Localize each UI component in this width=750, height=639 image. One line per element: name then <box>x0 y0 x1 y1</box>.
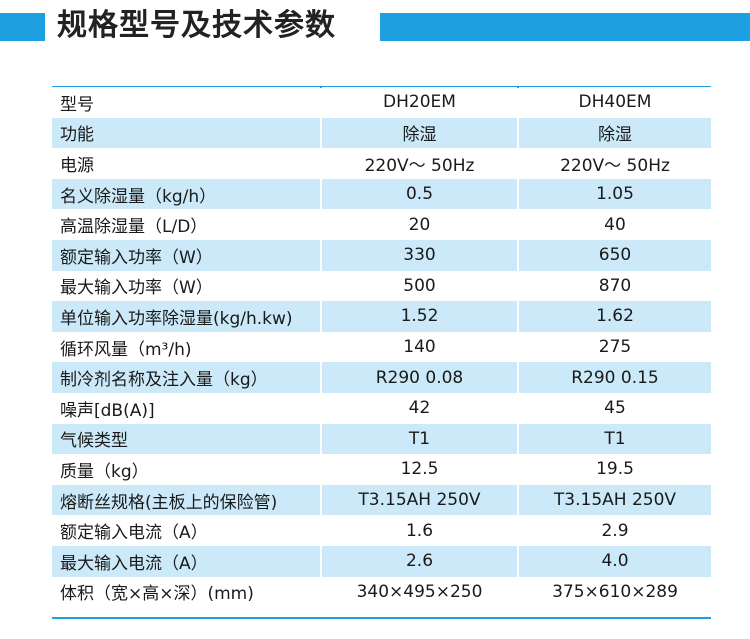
value-dh40em: 220V～ 50Hz <box>519 148 711 179</box>
value-dh40em: 2.9 <box>519 515 711 546</box>
header-accent-bar-left <box>0 13 45 41</box>
table-row: 制冷剂名称及注入量（kg） R290 0.08 R290 0.15 <box>52 362 711 393</box>
value-dh20em: 0.5 <box>322 178 517 210</box>
param-label: 型号 <box>52 87 320 118</box>
value-dh40em: T3.15AH 250V <box>519 484 711 516</box>
table-row: 体积（宽×高×深）(mm) 340×495×250 375×610×289 <box>52 576 711 608</box>
value-dh20em: T1 <box>322 423 517 455</box>
value-dh40em: DH40EM <box>519 87 711 118</box>
value-dh40em: 1.05 <box>519 178 711 210</box>
table-row: 循环风量（m³/h) 140 275 <box>52 331 711 363</box>
param-label: 功能 <box>52 117 320 149</box>
param-label: 单位输入功率除湿量(kg/h.kw) <box>52 301 320 332</box>
table-bottom-rule <box>52 617 711 619</box>
param-label: 噪声[dB(A)] <box>52 392 320 424</box>
value-dh20em: 330 <box>322 239 517 271</box>
table-row: 噪声[dB(A)] 42 45 <box>52 392 711 424</box>
table-row: 名义除湿量（kg/h） 0.5 1.05 <box>52 178 711 210</box>
value-dh20em: 除湿 <box>322 117 517 149</box>
value-dh20em: 20 <box>322 209 517 240</box>
value-dh40em: 375×610×289 <box>519 576 711 608</box>
value-dh40em: 19.5 <box>519 454 711 485</box>
param-label: 质量（kg） <box>52 454 320 485</box>
param-label: 电源 <box>52 148 320 179</box>
value-dh20em: 2.6 <box>322 545 517 577</box>
value-dh40em: 1.62 <box>519 301 711 332</box>
value-dh40em: 650 <box>519 239 711 271</box>
value-dh20em: R290 0.08 <box>322 362 517 393</box>
value-dh40em: 除湿 <box>519 117 711 149</box>
value-dh20em: 220V～ 50Hz <box>322 148 517 179</box>
table-row: 最大输入电流（A） 2.6 4.0 <box>52 545 711 577</box>
table-row: 最大输入功率（W） 500 870 <box>52 270 711 302</box>
value-dh20em: T3.15AH 250V <box>322 484 517 516</box>
value-dh20em: DH20EM <box>322 87 517 118</box>
value-dh40em: 870 <box>519 270 711 302</box>
spec-table: 型号 DH20EM DH40EM 功能 除湿 除湿 电源 220V～ 50Hz 220V～ 50… <box>52 87 711 608</box>
page-title: 规格型号及技术参数 <box>57 8 336 43</box>
table-row: 额定输入功率（W） 330 650 <box>52 239 711 271</box>
param-label: 最大输入电流（A） <box>52 545 320 577</box>
table-row: 单位输入功率除湿量(kg/h.kw) 1.52 1.62 <box>52 301 711 332</box>
value-dh20em: 1.52 <box>322 301 517 332</box>
table-row: 额定输入电流（A） 1.6 2.9 <box>52 515 711 546</box>
value-dh40em: 275 <box>519 331 711 363</box>
param-label: 气候类型 <box>52 423 320 455</box>
value-dh40em: T1 <box>519 423 711 455</box>
section-header: 规格型号及技术参数 <box>0 0 750 56</box>
table-row: 电源 220V～ 50Hz 220V～ 50Hz <box>52 148 711 179</box>
header-accent-bar-right <box>380 13 750 41</box>
value-dh20em: 42 <box>322 392 517 424</box>
param-label: 循环风量（m³/h) <box>52 331 320 363</box>
value-dh20em: 500 <box>322 270 517 302</box>
param-label: 熔断丝规格(主板上的保险管) <box>52 484 320 516</box>
param-label: 体积（宽×高×深）(mm) <box>52 576 320 608</box>
table-row: 熔断丝规格(主板上的保险管) T3.15AH 250V T3.15AH 250V <box>52 484 711 516</box>
value-dh40em: R290 0.15 <box>519 362 711 393</box>
table-row: 质量（kg） 12.5 19.5 <box>52 454 711 485</box>
value-dh40em: 45 <box>519 392 711 424</box>
param-label: 名义除湿量（kg/h） <box>52 178 320 210</box>
value-dh20em: 12.5 <box>322 454 517 485</box>
value-dh40em: 40 <box>519 209 711 240</box>
param-label: 最大输入功率（W） <box>52 270 320 302</box>
table-row: 型号 DH20EM DH40EM <box>52 87 711 118</box>
table-row: 气候类型 T1 T1 <box>52 423 711 455</box>
param-label: 额定输入电流（A） <box>52 515 320 546</box>
value-dh40em: 4.0 <box>519 545 711 577</box>
param-label: 制冷剂名称及注入量（kg） <box>52 362 320 393</box>
value-dh20em: 1.6 <box>322 515 517 546</box>
value-dh20em: 140 <box>322 331 517 363</box>
value-dh20em: 340×495×250 <box>322 576 517 608</box>
param-label: 额定输入功率（W） <box>52 239 320 271</box>
table-row: 高温除湿量（L/D） 20 40 <box>52 209 711 240</box>
table-row: 功能 除湿 除湿 <box>52 117 711 149</box>
param-label: 高温除湿量（L/D） <box>52 209 320 240</box>
